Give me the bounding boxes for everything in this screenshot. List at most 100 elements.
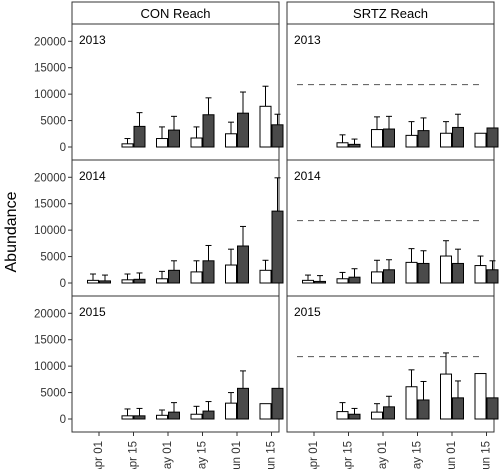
bar-white (190, 413, 203, 420)
bar-dark (237, 245, 249, 284)
bar-dark (383, 269, 395, 284)
bar-dark (383, 406, 395, 420)
bar-white (225, 402, 237, 420)
bar-white (336, 142, 349, 148)
x-tick-label: Jun 01 (446, 441, 458, 469)
bar-dark (133, 278, 146, 284)
bar-dark (271, 124, 284, 148)
x-tick-label: Apr 15 (343, 441, 355, 469)
x-tick-label: Apr 01 (93, 441, 105, 469)
bar-dark (202, 410, 215, 420)
y-tick-label: 0 (60, 414, 66, 426)
bar-white (156, 278, 168, 284)
y-axis-label: Abundance (3, 191, 20, 272)
bar-white (87, 279, 99, 284)
y-tick-label: 10000 (34, 89, 66, 101)
x-tick-label: May 01 (377, 441, 389, 469)
panel-year-label: 2014 (294, 169, 321, 183)
bar-dark (417, 130, 430, 148)
y-tick-label: 5000 (40, 252, 66, 264)
y-tick-label: 15000 (34, 63, 66, 75)
bar-white (474, 265, 487, 284)
bar-white (302, 279, 314, 284)
bar-white (440, 255, 452, 284)
bar-white (405, 386, 418, 420)
bar-dark (99, 280, 111, 284)
bar-dark (348, 276, 361, 284)
panel-year-label: 2013 (79, 33, 106, 47)
bar-dark (348, 413, 361, 420)
y-tick-label: 0 (60, 278, 66, 290)
facet-panel: 2014 (286, 159, 499, 297)
bar-dark (133, 125, 146, 148)
bar-dark (452, 397, 464, 420)
bar-white (371, 129, 383, 148)
bar-dark (452, 126, 464, 148)
bar-white (440, 132, 452, 148)
bar-dark (348, 143, 361, 148)
bar-dark (202, 114, 215, 148)
bar-dark (486, 269, 499, 284)
x-tick-label: Jun 15 (266, 441, 278, 469)
bar-white (225, 264, 237, 284)
bar-white (440, 373, 452, 420)
bar-white (259, 105, 272, 148)
facet-panel: 2013 0 5000 10000 15000 20000 (34, 23, 284, 161)
bar-dark (486, 127, 499, 148)
bar-dark (168, 411, 180, 420)
bar-dark (168, 129, 180, 148)
bar-dark (237, 387, 249, 420)
bar-white (156, 138, 168, 148)
facet-panel: 2015 0 5000 10000 15000 20000 (34, 295, 284, 433)
bar-white (190, 271, 203, 284)
x-tick-label: Jun 01 (231, 441, 243, 469)
y-tick-label: 10000 (34, 361, 66, 373)
bar-white (121, 279, 134, 284)
bar-white (405, 261, 418, 284)
bar-dark (452, 262, 464, 284)
facet-panel: 2013 (286, 23, 499, 161)
y-tick-label: 20000 (34, 36, 66, 48)
x-tick-label: May 15 (412, 441, 424, 469)
bar-white (336, 278, 349, 284)
y-tick-label: 20000 (34, 308, 66, 320)
bar-white (474, 373, 487, 420)
panel-year-label: 2015 (79, 305, 106, 319)
bar-white (259, 269, 272, 284)
bar-white (121, 415, 134, 420)
bar-dark (417, 399, 430, 420)
y-tick-label: 0 (60, 142, 66, 154)
facet-panel: 2014 0 5000 10000 15000 20000 (34, 159, 284, 297)
bar-dark (271, 210, 284, 284)
bar-white (156, 414, 168, 420)
bar-dark (202, 260, 215, 284)
bar-white (371, 411, 383, 420)
bar-dark (237, 112, 249, 148)
x-tick-label: Apr 01 (308, 441, 320, 469)
bar-white (474, 132, 487, 148)
x-tick-label: May 01 (162, 441, 174, 469)
bar-dark (417, 262, 430, 284)
y-tick-label: 15000 (34, 199, 66, 211)
bar-white (225, 133, 237, 148)
bar-dark (133, 415, 146, 420)
bar-white (121, 143, 134, 148)
y-tick-label: 20000 (34, 172, 66, 184)
bar-white (371, 271, 383, 284)
y-tick-label: 10000 (34, 225, 66, 237)
facet-panel: 2015 (286, 295, 499, 433)
panel-year-label: 2014 (79, 169, 106, 183)
x-tick-label: Apr 15 (128, 441, 140, 469)
y-tick-label: 15000 (34, 335, 66, 347)
y-tick-label: 5000 (40, 116, 66, 128)
panel-year-label: 2015 (294, 305, 321, 319)
bar-dark (271, 387, 284, 420)
panel-year-label: 2013 (294, 33, 321, 47)
bar-white (190, 137, 203, 148)
bar-dark (486, 397, 499, 420)
bar-white (336, 411, 349, 420)
bar-white (259, 403, 272, 420)
x-tick-label: May 15 (197, 441, 209, 469)
bar-dark (383, 128, 395, 148)
